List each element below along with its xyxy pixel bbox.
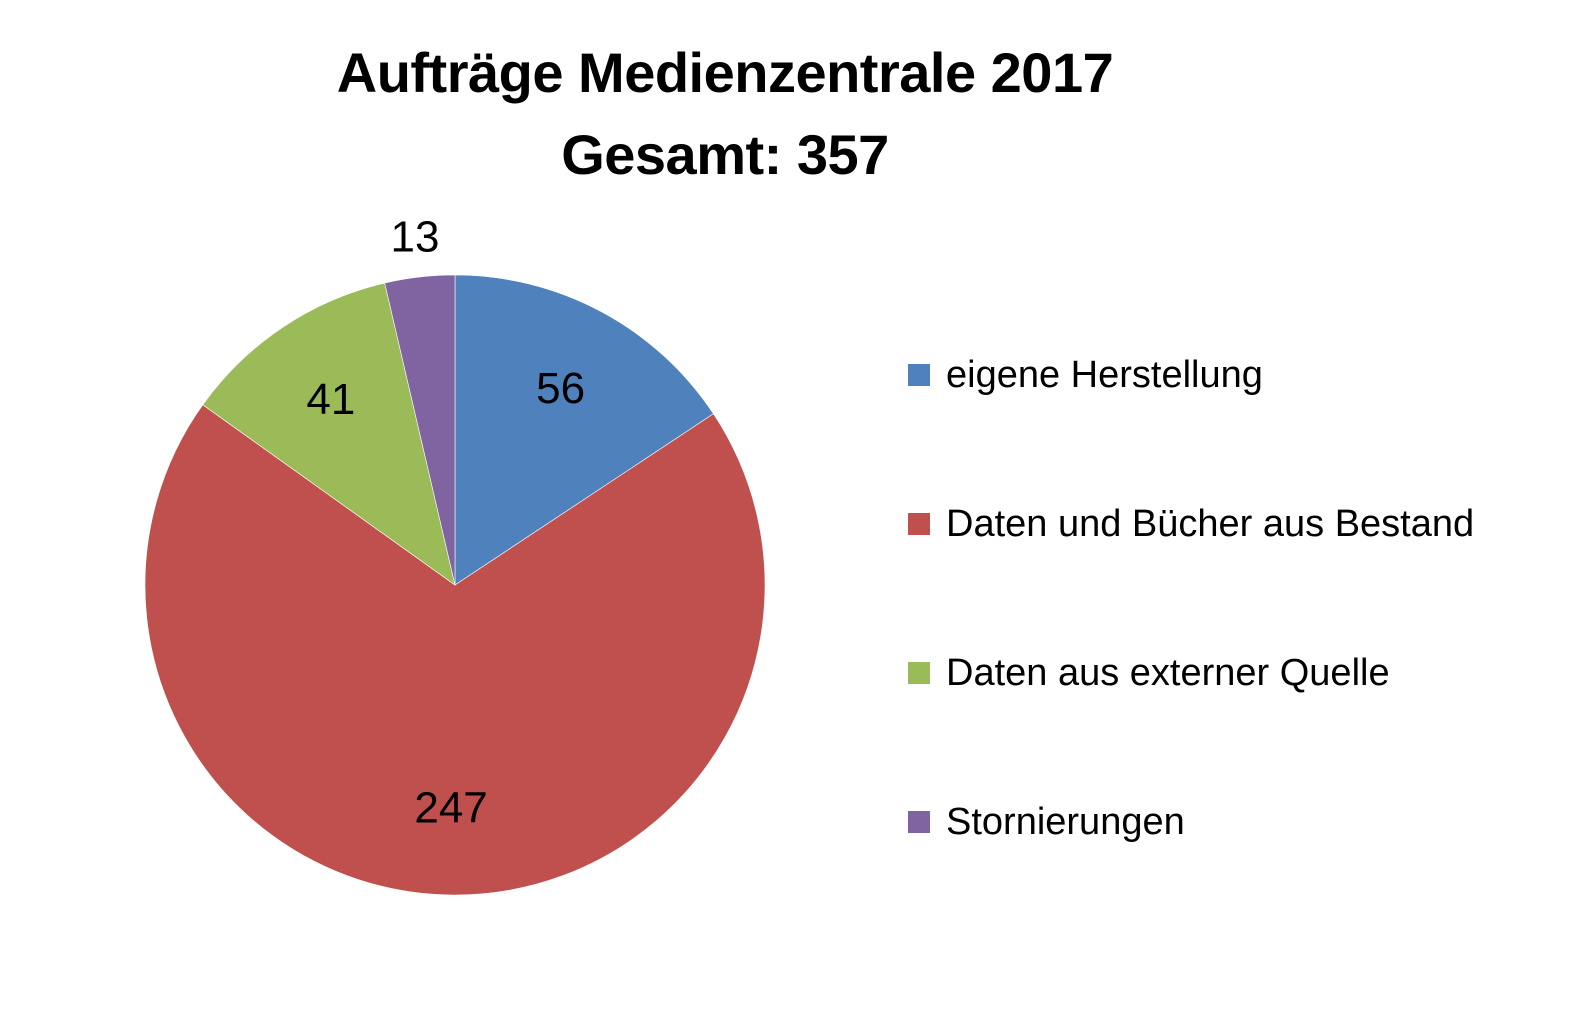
pie-slice-2 [202,282,456,586]
legend-label: Daten und Bücher aus Bestand [946,502,1475,545]
legend-label: Daten aus externer Quelle [946,651,1390,694]
chart-title: Aufträge Medienzentrale 2017 [336,41,1114,104]
legend-swatch-icon [908,662,930,684]
data-label-0: 56 [536,364,585,413]
data-label-2: 41 [306,375,355,424]
pie-slice-0 [454,274,714,586]
legend-item: Daten aus externer Quelle [908,648,1390,698]
data-label-1: 247 [414,784,487,833]
legend-swatch-icon [908,513,930,535]
legend-swatch-icon [908,811,930,833]
chart-subtitle: Gesamt: 357 [561,123,889,186]
legend-label: Stornierungen [946,800,1185,843]
legend-item: eigene Herstellung [908,350,1263,400]
legend-item: Stornierungen [908,797,1185,847]
legend-item: Daten und Bücher aus Bestand [908,499,1474,549]
pie-slice-3 [384,274,456,586]
data-label-3: 13 [391,212,440,261]
pie-slice-1 [144,404,766,896]
legend-label: eigene Herstellung [946,353,1263,396]
legend-swatch-icon [908,364,930,386]
